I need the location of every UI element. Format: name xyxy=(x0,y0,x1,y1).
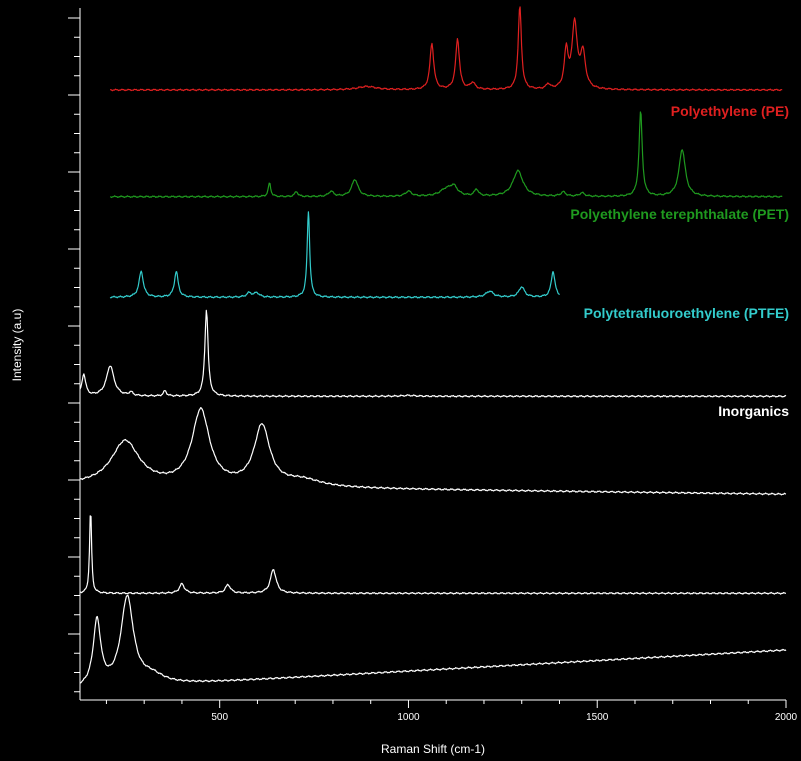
spectrum-trace-7 xyxy=(79,594,787,684)
series-label: Polyethylene terephthalate (PET) xyxy=(570,206,789,222)
spectrum-trace-1 xyxy=(109,6,783,92)
series-label: Polytetrafluoroethylene (PTFE) xyxy=(584,305,789,321)
x-tick-label: 1500 xyxy=(586,712,609,723)
x-axis-title: Raman Shift (cm-1) xyxy=(381,742,485,756)
x-tick-label: 500 xyxy=(211,712,228,723)
series-labels: Polyethylene (PE) Polyethylene terephthal… xyxy=(570,103,789,419)
series-label: Inorganics xyxy=(718,403,789,419)
y-ticks xyxy=(68,17,80,693)
series-label: Polyethylene (PE) xyxy=(671,103,789,119)
spectrum-trace-5 xyxy=(79,407,787,496)
x-tick-label: 1000 xyxy=(397,712,420,723)
x-tick-label: 2000 xyxy=(775,712,798,723)
axes xyxy=(79,8,786,701)
spectrum-trace-2 xyxy=(109,111,783,199)
spectrum-trace-4 xyxy=(79,309,787,398)
spectra-traces xyxy=(79,6,787,684)
spectrum-trace-6 xyxy=(79,515,787,595)
x-ticks: 500 1000 1500 2000 xyxy=(105,700,798,723)
spectrum-trace-3 xyxy=(109,211,560,299)
y-axis-title: Intensity (a.u) xyxy=(10,309,24,382)
